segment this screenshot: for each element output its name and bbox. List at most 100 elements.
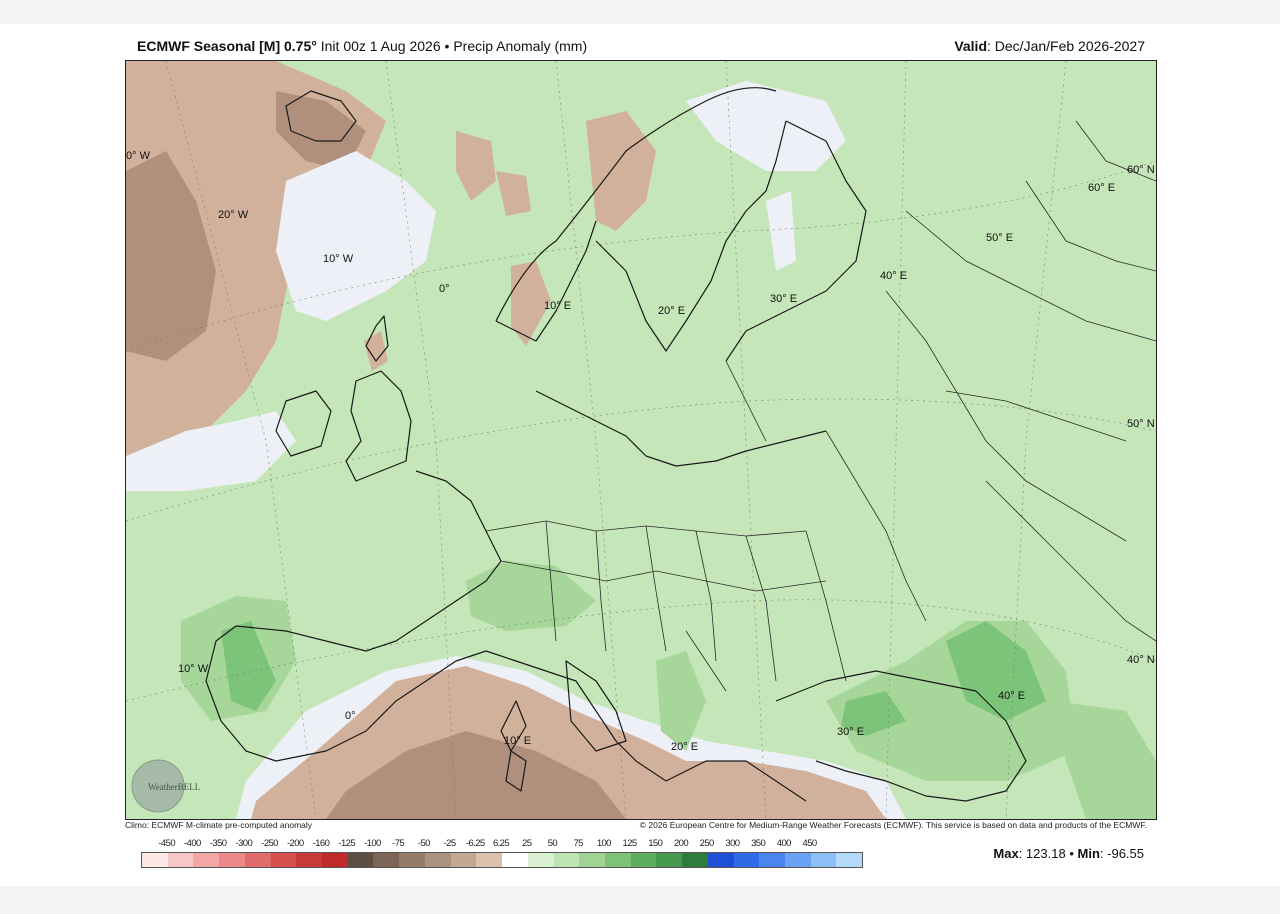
scale-tick-label: 25 <box>522 838 532 849</box>
dry-area-north-africa-core <box>326 731 626 819</box>
climo-note: Climo: ECMWF M-climate pre-computed anom… <box>125 820 313 830</box>
logo-text: WeatherBELL <box>148 782 200 792</box>
valid-label: Valid <box>954 38 987 54</box>
scale-swatch <box>733 853 760 867</box>
scale-swatch <box>219 853 245 867</box>
chart-title: ECMWF Seasonal [M] 0.75° Init 00z 1 Aug … <box>137 38 587 54</box>
wet-area-east <box>1056 701 1156 819</box>
valid-value: : Dec/Jan/Feb 2026-2027 <box>987 38 1145 54</box>
country-borders <box>485 120 1156 692</box>
lat-label: 60° N <box>1127 164 1155 176</box>
dry-patch-north <box>456 131 496 201</box>
scale-tick-label: -25 <box>443 838 457 849</box>
init-time: Init 00z 1 Aug 2026 <box>320 38 441 54</box>
scale-tick-label: 250 <box>699 838 715 849</box>
min-value: : -96.55 <box>1099 846 1144 861</box>
chart-page: ECMWF Seasonal [M] 0.75° Init 00z 1 Aug … <box>0 24 1280 886</box>
scale-swatch <box>630 853 657 867</box>
precip-anomaly-map[interactable]: 0° W 20° W 10° W 0° 10° E 20° E 30° E 40… <box>125 60 1157 820</box>
scale-tick-label: 350 <box>751 838 766 849</box>
maxmin-separator: • <box>1069 846 1074 861</box>
lon-label: 30° E <box>770 293 797 305</box>
scale-swatch <box>142 853 168 867</box>
scale-color-bar <box>141 852 863 868</box>
scale-swatch <box>347 853 374 867</box>
lon-label: 60° E <box>1088 182 1115 194</box>
lon-label: 50° E <box>986 232 1013 244</box>
scale-tick-label: -125 <box>338 838 356 849</box>
scale-swatch <box>193 853 220 867</box>
scale-tick-label: -200 <box>286 838 304 849</box>
scale-tick-label: 200 <box>673 838 689 849</box>
scale-swatch <box>656 853 683 867</box>
valid-period: Valid: Dec/Jan/Feb 2026-2027 <box>954 38 1145 54</box>
scale-swatch <box>810 853 837 867</box>
scale-swatch <box>784 853 811 867</box>
model-name: ECMWF Seasonal [M] 0.75° <box>137 38 317 54</box>
scale-swatch <box>707 853 734 867</box>
coastlines <box>205 87 1027 802</box>
wet-area-central-europe <box>466 561 596 631</box>
scale-tick-label: -450 <box>158 838 176 849</box>
scale-tick-label: -6.25 <box>465 838 485 849</box>
dry-patch-southnorway <box>511 261 551 346</box>
latitude-labels: 60° N 50° N 40° N <box>1127 164 1155 666</box>
dry-patch-scotland <box>364 331 388 371</box>
scale-tick-label: -50 <box>417 838 431 849</box>
scale-swatch <box>579 853 605 867</box>
lat-label: 40° N <box>1127 654 1155 666</box>
lon-label: 30° E <box>837 726 864 738</box>
graticule <box>126 61 1156 819</box>
max-min-readout: Max: 123.18 • Min: -96.55 <box>993 846 1144 861</box>
scale-swatch <box>759 853 785 867</box>
wet-area-black-sea <box>841 691 906 736</box>
scale-tick-label: -250 <box>261 838 278 849</box>
lon-label: 10° E <box>504 735 531 747</box>
map-svg: 0° W 20° W 10° W 0° 10° E 20° E 30° E 40… <box>126 61 1156 819</box>
scale-swatch <box>244 853 271 867</box>
lon-label: 20° W <box>218 209 249 221</box>
scale-swatch <box>502 853 528 867</box>
min-label: Min <box>1077 846 1100 861</box>
product-name: Precip Anomaly (mm) <box>453 38 588 54</box>
scale-tick-label: 125 <box>622 838 638 849</box>
scale-swatch <box>450 853 477 867</box>
lon-label: 0° <box>345 710 356 722</box>
lon-label: 0° W <box>126 150 151 162</box>
scale-tick-label: -350 <box>209 838 227 849</box>
weatherbell-logo: WeatherBELL <box>131 759 200 813</box>
lon-label: 10° W <box>178 663 209 675</box>
lon-label: 10° E <box>544 300 571 312</box>
wet-area-iberia-core <box>221 621 276 711</box>
scale-tick-label: 400 <box>776 838 792 849</box>
scale-tick-label: 6.25 <box>492 838 510 849</box>
scale-swatch <box>322 853 348 867</box>
lon-label: 40° E <box>998 690 1025 702</box>
scale-swatch <box>836 853 863 867</box>
lon-label: 0° <box>439 283 450 295</box>
dry-patch-norway <box>586 111 656 231</box>
scale-tick-label: 50 <box>547 838 558 849</box>
copyright-note: © 2026 European Centre for Medium-Range … <box>639 820 1147 830</box>
scale-swatch <box>553 853 580 867</box>
scale-tick-label: -160 <box>312 838 330 849</box>
scale-tick-label: -100 <box>364 838 381 849</box>
scale-tick-label: -300 <box>235 838 253 849</box>
neutral-band-westcoast <box>126 411 296 491</box>
scale-swatch <box>373 853 400 867</box>
scale-swatch <box>604 853 631 867</box>
scale-swatch <box>476 853 503 867</box>
scale-tick-label: 75 <box>573 838 583 849</box>
scale-tick-label: 100 <box>596 838 612 849</box>
scale-tick-label: -400 <box>184 838 201 849</box>
scale-tick-labels: -450 -400 -350 -300 -250 -200 -160 -125 -100 -75 -… <box>141 838 863 852</box>
max-value: : 123.18 <box>1018 846 1066 861</box>
wet-area-turkey-core <box>946 621 1046 721</box>
wet-area-balkans <box>656 651 706 751</box>
scale-swatch <box>527 853 554 867</box>
neutral-band-north <box>276 151 436 321</box>
lat-label: 50° N <box>1127 418 1155 430</box>
color-scale: -450 -400 -350 -300 -250 -200 -160 -125 -100 -75 -… <box>141 838 863 868</box>
scale-swatch <box>167 853 194 867</box>
scale-swatch <box>270 853 297 867</box>
